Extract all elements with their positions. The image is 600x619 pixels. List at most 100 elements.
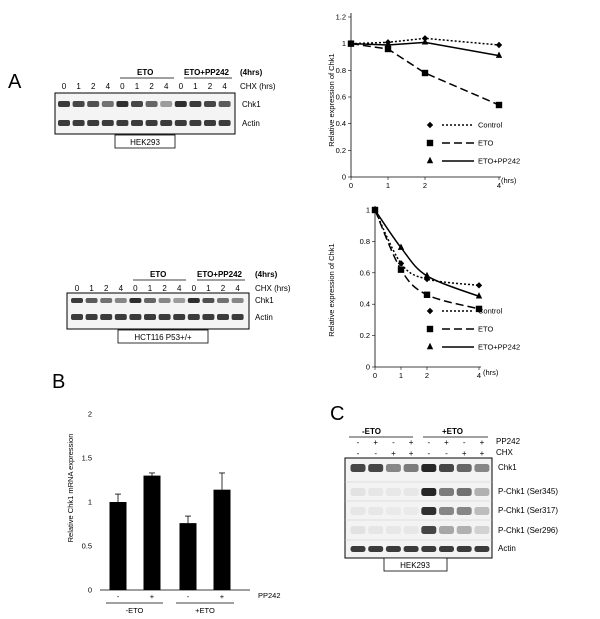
legend-label: ETO xyxy=(478,325,493,334)
y-tick-label: 0.2 xyxy=(336,146,346,155)
data-point-marker xyxy=(421,38,429,45)
y-tick-label: 1.5 xyxy=(82,454,92,463)
data-point-marker xyxy=(397,266,405,273)
blot-group-eto: ETO xyxy=(137,68,153,77)
western-blot-phospho: -ETO +ETO - + - + - + - + - - + + - - + + PP242 CHX Chk… xyxy=(344,427,558,572)
cell-line-label: HCT116 P53+/+ xyxy=(134,333,192,342)
data-point-marker xyxy=(371,205,379,213)
band-actin xyxy=(217,314,229,320)
x-tick-label: 0 xyxy=(349,181,353,190)
band-actin xyxy=(116,120,129,126)
time-label: 0 xyxy=(62,82,67,91)
band-chk1 xyxy=(474,464,490,472)
y-axis-label: Relative expression of Chk1 xyxy=(327,53,336,146)
band-chk1 xyxy=(174,101,187,107)
y-tick-label: 1 xyxy=(366,206,370,215)
series-eto xyxy=(371,206,483,313)
time-label: 4 xyxy=(164,82,169,91)
band-pchk1-ser296 xyxy=(421,526,437,534)
band-chk1 xyxy=(189,101,202,107)
band-actin xyxy=(439,546,454,552)
blot-duration: (4hrs) xyxy=(240,68,263,77)
time-label: 1 xyxy=(89,284,94,293)
time-label: 2 xyxy=(104,284,109,293)
time-label: 1 xyxy=(76,82,81,91)
band-chk1 xyxy=(131,101,143,107)
data-point-marker xyxy=(475,292,483,299)
data-point-marker xyxy=(384,40,392,48)
band-chk1 xyxy=(231,298,244,303)
data-point-marker xyxy=(495,51,503,58)
band-actin xyxy=(145,120,158,126)
band-pchk1-ser296 xyxy=(474,526,490,534)
legend-label: ETO+PP242 xyxy=(478,343,520,352)
chx-sign: + xyxy=(409,449,414,458)
blot-frame xyxy=(54,92,236,135)
band-actin xyxy=(85,314,98,320)
cell-line-label: HEK293 xyxy=(130,138,160,147)
band-actin xyxy=(403,546,419,552)
y-tick-label: 1 xyxy=(88,498,92,507)
time-label: 1 xyxy=(148,284,153,293)
band-chk1 xyxy=(187,298,200,303)
chx-sign: - xyxy=(427,449,430,458)
band-actin xyxy=(160,120,173,126)
data-point-marker xyxy=(426,156,434,164)
band-chk1 xyxy=(71,298,83,303)
band-pchk1-ser296 xyxy=(350,526,366,534)
band-actin xyxy=(368,546,384,552)
band-actin xyxy=(231,314,244,320)
data-point-marker xyxy=(397,243,405,250)
band-chk1 xyxy=(116,101,129,107)
band-chk1 xyxy=(217,298,229,303)
band-actin xyxy=(456,546,472,552)
data-point-marker xyxy=(421,69,429,77)
panel-letter-a: A xyxy=(8,71,22,93)
x-tick-label: 2 xyxy=(425,371,429,380)
x-tick-label: 1 xyxy=(399,371,403,380)
pp242-sign: - xyxy=(357,438,360,447)
blot-duration: (4hrs) xyxy=(255,270,278,279)
data-point-marker xyxy=(397,260,405,267)
band-actin xyxy=(187,314,200,320)
category-label: + xyxy=(220,592,225,601)
series-line xyxy=(350,42,500,106)
band-chk1 xyxy=(85,298,98,303)
band-actin xyxy=(58,120,70,126)
series-eto xyxy=(347,40,503,109)
time-label: 4 xyxy=(235,284,240,293)
group-label: -ETO xyxy=(126,606,144,615)
time-label: 4 xyxy=(106,82,111,91)
band-actin xyxy=(71,314,83,320)
y-tick-label: 1.2 xyxy=(336,13,346,22)
x-tick-label: 2 xyxy=(423,181,427,190)
band-chk1 xyxy=(100,298,113,303)
band-pchk1-ser317 xyxy=(368,507,384,515)
bar xyxy=(179,523,197,590)
row-label: P-Chk1 (Ser296) xyxy=(498,526,558,535)
bar xyxy=(109,502,127,590)
data-point-marker xyxy=(426,121,434,129)
band-actin xyxy=(144,314,156,320)
band-actin xyxy=(158,314,171,320)
legend-label: ETO xyxy=(478,139,493,148)
data-point-marker xyxy=(423,291,431,298)
treatment-signs: - + - + - + - + - - + + - - + + xyxy=(357,438,485,458)
band-pchk1-ser296 xyxy=(439,526,454,534)
chx-label: CHX xyxy=(496,448,514,457)
band-pchk1-ser296 xyxy=(403,526,419,534)
band-actin xyxy=(474,546,490,552)
legend-label: Control xyxy=(478,121,503,130)
band-chk1 xyxy=(58,101,70,107)
band-chk1 xyxy=(129,298,142,303)
group-plus-eto: +ETO xyxy=(442,427,463,436)
time-label: 2 xyxy=(208,82,213,91)
category-label: - xyxy=(187,592,190,601)
bar xyxy=(143,475,161,590)
pp242-sign: + xyxy=(480,438,485,447)
x-tick-label: 4 xyxy=(497,181,501,190)
chx-label: CHX (hrs) xyxy=(255,284,291,293)
band-chk1 xyxy=(145,101,158,107)
